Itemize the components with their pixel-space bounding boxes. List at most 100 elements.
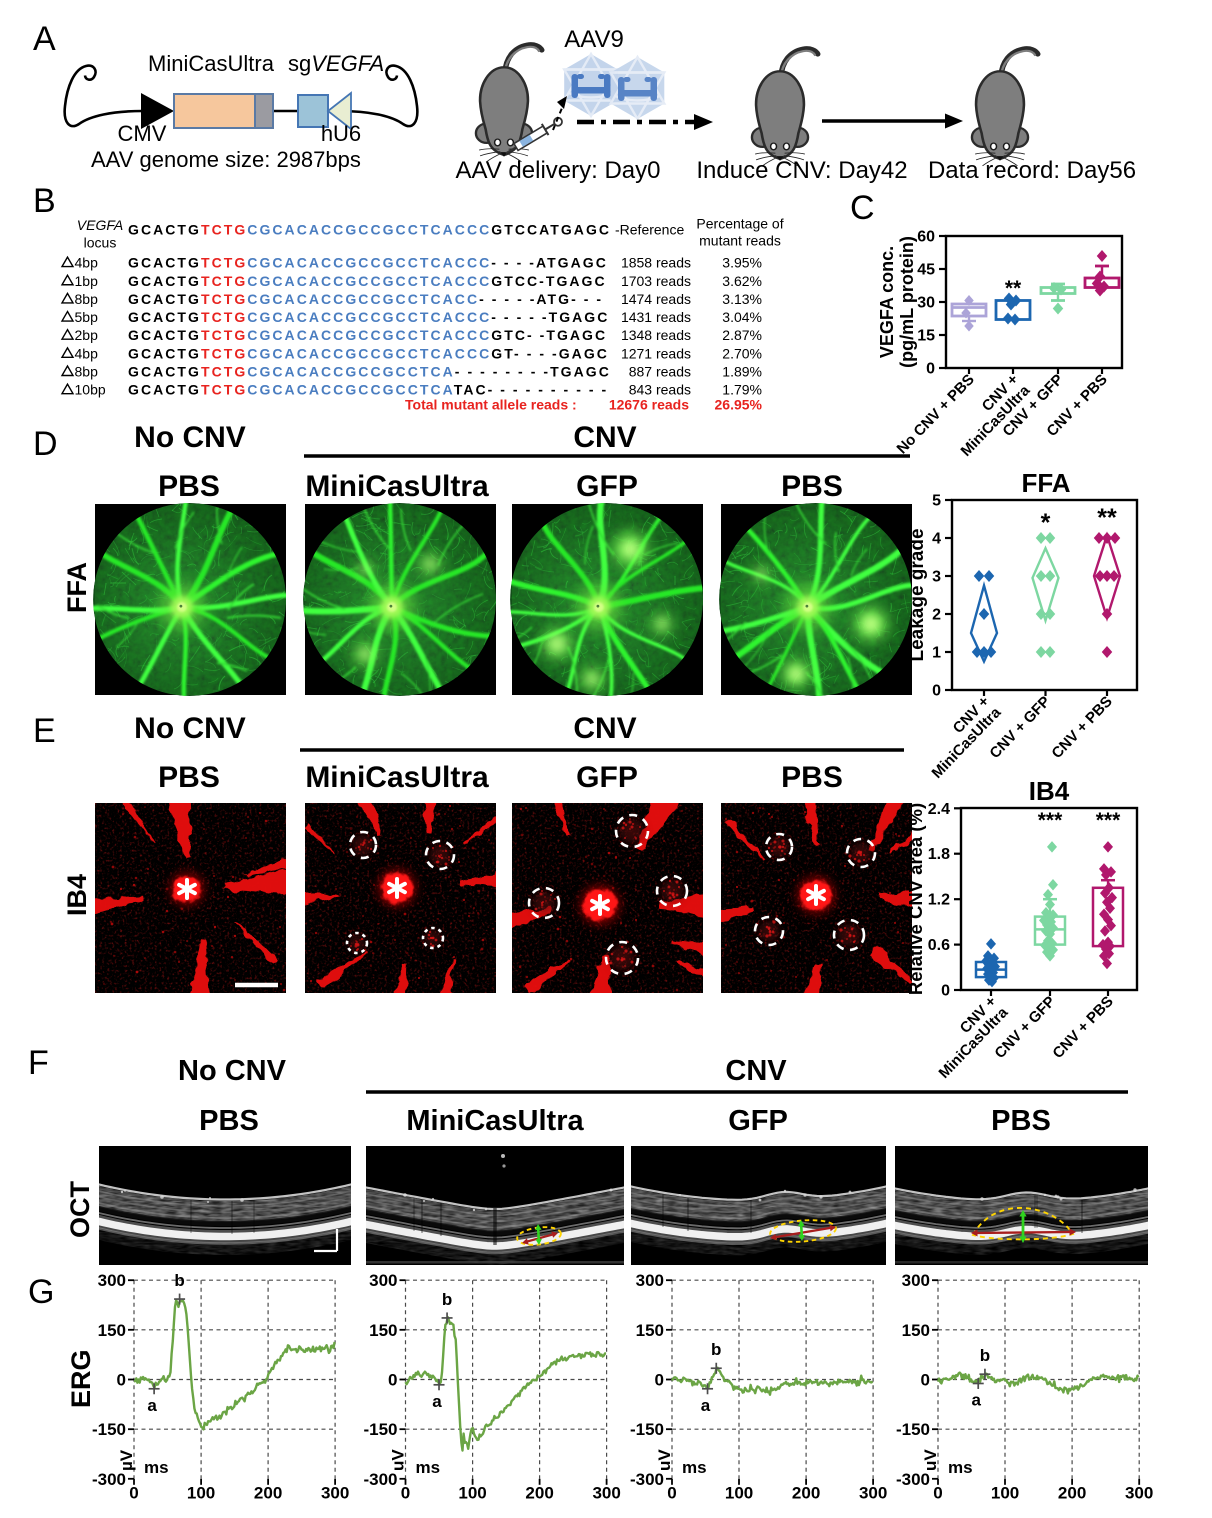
svg-text:PBS: PBS bbox=[199, 1105, 259, 1137]
svg-text:3: 3 bbox=[932, 569, 941, 586]
svg-text:0: 0 bbox=[667, 1483, 676, 1502]
svg-text:8bp: 8bp bbox=[75, 364, 99, 380]
svg-text:2bp: 2bp bbox=[75, 327, 99, 343]
svg-text:b: b bbox=[980, 1346, 990, 1365]
svg-text:2: 2 bbox=[932, 607, 941, 624]
svg-text:-Reference: -Reference bbox=[615, 222, 684, 238]
svg-text:300: 300 bbox=[98, 1271, 126, 1290]
svg-text:0: 0 bbox=[926, 361, 935, 378]
svg-text:4: 4 bbox=[932, 531, 941, 548]
svg-text:30: 30 bbox=[917, 295, 935, 312]
svg-text:GFP: GFP bbox=[728, 1105, 788, 1137]
svg-text:Data record: Day56: Data record: Day56 bbox=[928, 157, 1136, 184]
svg-text:b: b bbox=[174, 1271, 184, 1290]
svg-text:100: 100 bbox=[187, 1483, 215, 1502]
svg-text:***: *** bbox=[1096, 809, 1121, 832]
svg-text:No CNV: No CNV bbox=[178, 1055, 287, 1087]
svg-text:a: a bbox=[432, 1392, 442, 1411]
svg-text:PBS: PBS bbox=[781, 470, 843, 503]
svg-text:Percentage of: Percentage of bbox=[696, 216, 783, 232]
svg-text:1bp: 1bp bbox=[75, 273, 99, 289]
svg-text:GCACTGTCTGCGCACACCGCCGCCTCATAC: GCACTGTCTGCGCACACCGCCGCCTCATAC- - - - - … bbox=[128, 382, 608, 398]
svg-text:4bp: 4bp bbox=[75, 255, 99, 271]
svg-text:150: 150 bbox=[902, 1321, 930, 1340]
svg-text:Total mutant allele reads :: Total mutant allele reads : bbox=[405, 397, 577, 413]
svg-text:CNV: CNV bbox=[573, 712, 636, 745]
svg-text:1703 reads: 1703 reads bbox=[621, 273, 691, 289]
svg-text:-300: -300 bbox=[896, 1470, 930, 1489]
svg-text:CNV: CNV bbox=[725, 1055, 787, 1087]
svg-text:MiniCasUltra: MiniCasUltra bbox=[305, 470, 489, 503]
svg-text:CNV: CNV bbox=[573, 421, 636, 454]
svg-text:8bp: 8bp bbox=[75, 291, 99, 307]
svg-text:0: 0 bbox=[388, 1371, 397, 1390]
svg-text:AAV genome size: 2987bps: AAV genome size: 2987bps bbox=[91, 147, 361, 172]
svg-text:b: b bbox=[442, 1290, 452, 1309]
svg-text:µV: µV bbox=[117, 1449, 136, 1471]
svg-text:-300: -300 bbox=[630, 1470, 664, 1489]
svg-text:100: 100 bbox=[725, 1483, 753, 1502]
svg-text:MiniCasUltra: MiniCasUltra bbox=[305, 761, 489, 794]
svg-text:locus: locus bbox=[84, 235, 117, 251]
svg-text:1.89%: 1.89% bbox=[722, 364, 762, 380]
svg-text:1858 reads: 1858 reads bbox=[621, 255, 691, 271]
svg-text:GCACTGTCTGCGCACACCGCCGCCTCACCC: GCACTGTCTGCGCACACCGCCGCCTCACCC- - - -ATG… bbox=[128, 255, 608, 271]
svg-text:**: ** bbox=[1097, 504, 1117, 532]
svg-text:200: 200 bbox=[525, 1483, 553, 1502]
svg-text:D: D bbox=[33, 425, 58, 463]
svg-text:300: 300 bbox=[636, 1271, 664, 1290]
svg-text:0: 0 bbox=[129, 1483, 138, 1502]
svg-text:GFP: GFP bbox=[576, 470, 638, 503]
svg-text:12676 reads: 12676 reads bbox=[609, 397, 689, 413]
svg-text:0: 0 bbox=[932, 683, 941, 700]
svg-text:Leakage grade: Leakage grade bbox=[907, 528, 928, 661]
svg-text:300: 300 bbox=[859, 1483, 887, 1502]
svg-text:MiniCasUltra: MiniCasUltra bbox=[148, 51, 275, 76]
svg-text:No CNV: No CNV bbox=[134, 421, 246, 454]
svg-text:200: 200 bbox=[1058, 1483, 1086, 1502]
svg-text:GCACTGTCTGCGCACACCGCCGCCTCACCC: GCACTGTCTGCGCACACCGCCGCCTCACCCGTCCATGAGC bbox=[128, 222, 611, 238]
svg-text:200: 200 bbox=[254, 1483, 282, 1502]
svg-text:0: 0 bbox=[933, 1483, 942, 1502]
svg-text:VEGFA conc.: VEGFA conc. bbox=[877, 246, 897, 358]
svg-text:15: 15 bbox=[917, 328, 935, 345]
svg-text:300: 300 bbox=[592, 1483, 620, 1502]
svg-text:2.70%: 2.70% bbox=[722, 345, 762, 361]
svg-text:1474 reads: 1474 reads bbox=[621, 291, 691, 307]
svg-text:(pg/mL protein): (pg/mL protein) bbox=[897, 236, 917, 368]
svg-text:2.87%: 2.87% bbox=[722, 327, 762, 343]
svg-text:AAV9: AAV9 bbox=[564, 26, 624, 53]
svg-text:CMV: CMV bbox=[118, 121, 167, 146]
svg-text:IB4: IB4 bbox=[62, 874, 92, 916]
svg-text:GCACTGTCTGCGCACACCGCCGCCTCA- -: GCACTGTCTGCGCACACCGCCGCCTCA- - - - - - -… bbox=[128, 364, 611, 380]
svg-text:5: 5 bbox=[932, 493, 941, 510]
svg-text:*: * bbox=[1041, 509, 1051, 537]
svg-text:VEGFA: VEGFA bbox=[77, 217, 123, 233]
svg-text:0: 0 bbox=[941, 983, 950, 1000]
svg-text:GFP: GFP bbox=[576, 761, 638, 794]
svg-text:E: E bbox=[33, 712, 56, 750]
svg-text:45: 45 bbox=[917, 262, 935, 279]
svg-text:0.6: 0.6 bbox=[928, 937, 950, 954]
svg-text:a: a bbox=[147, 1396, 157, 1415]
svg-text:IB4: IB4 bbox=[1029, 776, 1070, 806]
svg-text:0: 0 bbox=[921, 1371, 930, 1390]
svg-text:Relative CNV area (%): Relative CNV area (%) bbox=[905, 803, 926, 995]
svg-text:-150: -150 bbox=[630, 1420, 664, 1439]
svg-text:1: 1 bbox=[932, 645, 941, 662]
svg-text:ms: ms bbox=[144, 1458, 169, 1477]
svg-text:887 reads: 887 reads bbox=[629, 364, 691, 380]
svg-text:hU6: hU6 bbox=[321, 121, 361, 146]
svg-text:FFA: FFA bbox=[62, 562, 92, 613]
svg-text:300: 300 bbox=[902, 1271, 930, 1290]
svg-text:-300: -300 bbox=[92, 1470, 126, 1489]
svg-text:3.62%: 3.62% bbox=[722, 273, 762, 289]
svg-text:-150: -150 bbox=[363, 1420, 397, 1439]
svg-text:FFA: FFA bbox=[1021, 468, 1070, 498]
svg-text:C: C bbox=[850, 189, 875, 227]
svg-text:843 reads: 843 reads bbox=[629, 382, 691, 398]
svg-text:ERG: ERG bbox=[66, 1349, 96, 1408]
svg-text:a: a bbox=[701, 1396, 711, 1415]
svg-text:GCACTGTCTGCGCACACCGCCGCCTCACCC: GCACTGTCTGCGCACACCGCCGCCTCACCCGTCC-TGAGC bbox=[128, 273, 607, 289]
svg-text:GCACTGTCTGCGCACACCGCCGCCTCACCC: GCACTGTCTGCGCACACCGCCGCCTCACCCGT- - - -G… bbox=[128, 345, 609, 361]
